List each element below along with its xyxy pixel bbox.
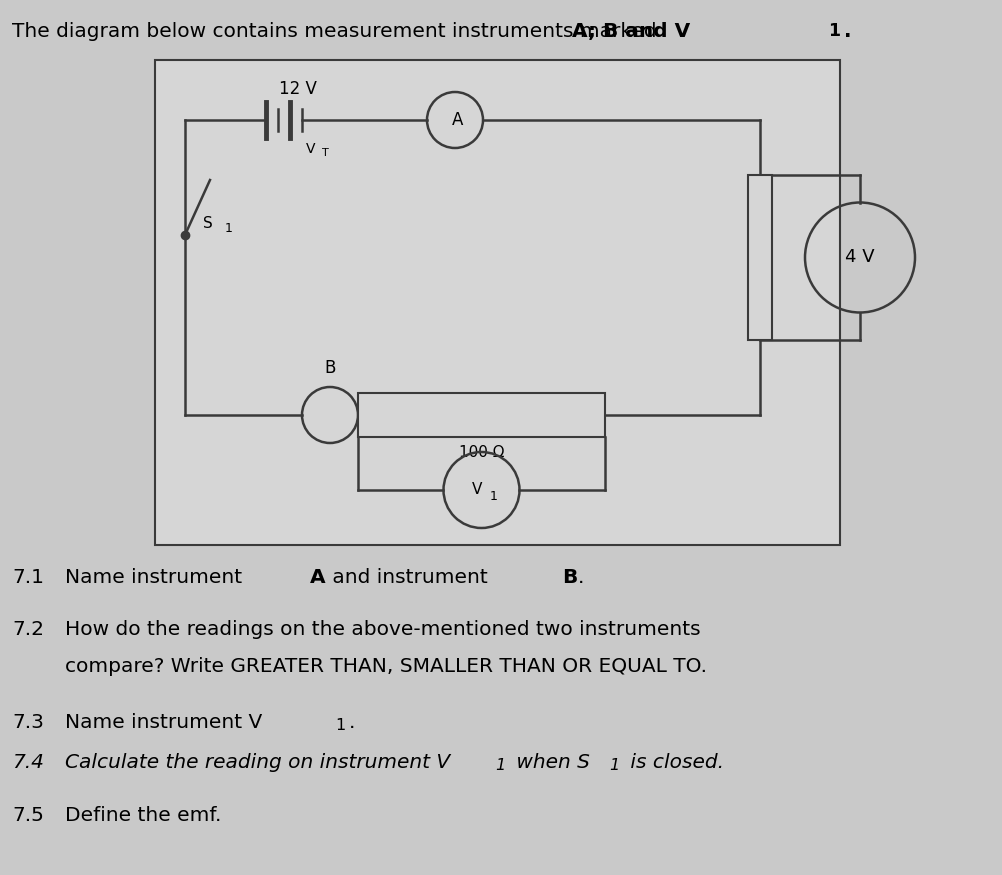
Text: V: V [472, 482, 483, 498]
Text: .: . [578, 568, 584, 587]
Text: .: . [844, 22, 852, 41]
Text: 1: 1 [609, 758, 619, 773]
Text: 1: 1 [335, 718, 346, 733]
Text: 1: 1 [225, 222, 232, 235]
Text: 7.4: 7.4 [12, 753, 44, 772]
Text: A: A [310, 568, 326, 587]
Text: The diagram below contains measurement instruments marked: The diagram below contains measurement i… [12, 22, 663, 41]
Text: A; B and V: A; B and V [572, 22, 690, 41]
Text: 7.1: 7.1 [12, 568, 44, 587]
Text: A: A [452, 111, 464, 129]
Text: V: V [306, 142, 316, 156]
Bar [155, 60, 840, 545]
Text: How do the readings on the above-mentioned two instruments: How do the readings on the above-mention… [65, 620, 700, 639]
Text: B: B [325, 359, 336, 377]
Text: and instrument: and instrument [326, 568, 494, 587]
Text: 4 V: 4 V [846, 248, 875, 267]
Text: 100 Ω: 100 Ω [459, 445, 504, 460]
Text: Define the emf.: Define the emf. [65, 806, 221, 825]
Text: 1: 1 [490, 489, 497, 502]
Text: is closed.: is closed. [624, 753, 724, 772]
Text: when S: when S [510, 753, 590, 772]
Text: T: T [322, 148, 329, 158]
Text: 7.5: 7.5 [12, 806, 44, 825]
Text: B: B [562, 568, 577, 587]
Bar [748, 175, 772, 340]
Text: 7.3: 7.3 [12, 713, 44, 732]
Text: S: S [203, 215, 212, 230]
Text: 1: 1 [828, 22, 840, 40]
Text: Name instrument: Name instrument [65, 568, 248, 587]
Text: 12 V: 12 V [280, 80, 317, 98]
Bar [358, 393, 605, 437]
Text: .: . [349, 713, 356, 732]
Text: Calculate the reading on instrument V: Calculate the reading on instrument V [65, 753, 450, 772]
Text: 1: 1 [495, 758, 505, 773]
Text: compare? Write GREATER THAN, SMALLER THAN OR EQUAL TO.: compare? Write GREATER THAN, SMALLER THA… [65, 657, 707, 676]
Text: 7.2: 7.2 [12, 620, 44, 639]
Text: Name instrument V: Name instrument V [65, 713, 263, 732]
